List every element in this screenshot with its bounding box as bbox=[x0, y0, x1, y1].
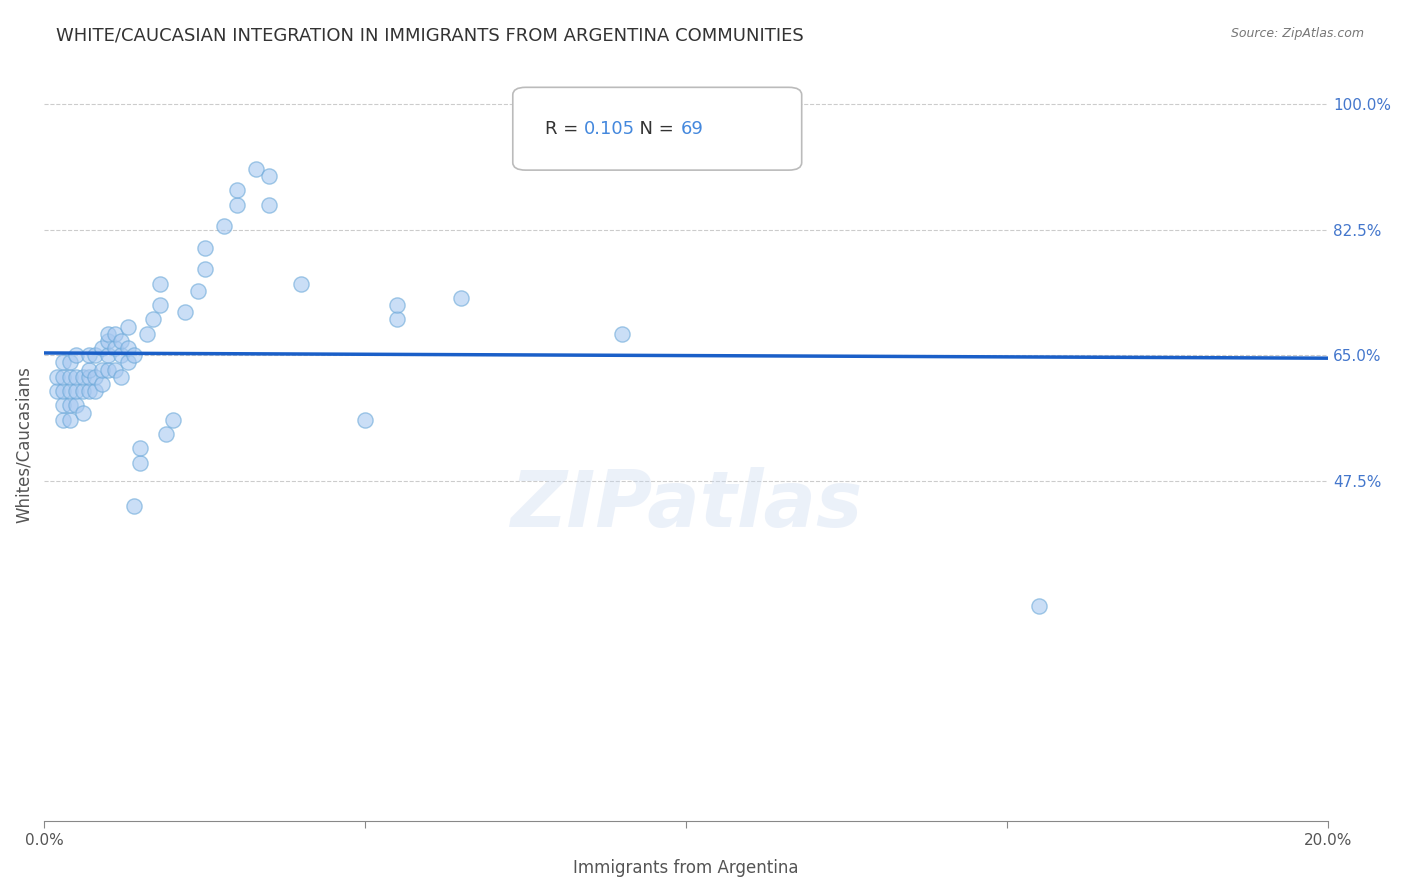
Point bbox=[77, 369, 100, 384]
Point bbox=[129, 456, 152, 470]
Point bbox=[245, 161, 267, 176]
Point bbox=[84, 369, 107, 384]
Point bbox=[65, 384, 87, 398]
Point bbox=[97, 326, 120, 341]
Point bbox=[142, 312, 165, 326]
Point bbox=[194, 241, 217, 255]
Point bbox=[135, 326, 157, 341]
Point bbox=[104, 341, 127, 355]
Point bbox=[174, 305, 197, 319]
Point bbox=[77, 384, 100, 398]
Point bbox=[46, 369, 69, 384]
Text: 69: 69 bbox=[681, 120, 704, 137]
Point bbox=[65, 369, 87, 384]
Point bbox=[149, 298, 172, 312]
Point bbox=[59, 355, 82, 369]
Y-axis label: Whites/Caucasians: Whites/Caucasians bbox=[15, 367, 32, 524]
Point bbox=[257, 197, 280, 211]
Point bbox=[194, 262, 217, 277]
Point bbox=[110, 369, 132, 384]
Point bbox=[149, 277, 172, 291]
Point bbox=[387, 312, 409, 326]
Point bbox=[155, 427, 177, 442]
Point bbox=[225, 197, 247, 211]
Point bbox=[610, 326, 633, 341]
Point bbox=[354, 413, 377, 427]
Point bbox=[72, 384, 94, 398]
Text: 0.105: 0.105 bbox=[583, 120, 634, 137]
Point bbox=[90, 341, 112, 355]
FancyBboxPatch shape bbox=[513, 87, 801, 170]
Point bbox=[122, 348, 145, 362]
Point bbox=[1028, 599, 1050, 613]
Point bbox=[104, 326, 127, 341]
Point bbox=[117, 319, 139, 334]
Point bbox=[90, 362, 112, 376]
Point bbox=[97, 348, 120, 362]
Point bbox=[52, 384, 75, 398]
Point bbox=[72, 369, 94, 384]
Text: ZIPatlas: ZIPatlas bbox=[510, 467, 862, 543]
Point bbox=[59, 413, 82, 427]
Point bbox=[450, 291, 472, 305]
X-axis label: Immigrants from Argentina: Immigrants from Argentina bbox=[574, 859, 799, 877]
Point bbox=[97, 362, 120, 376]
Point bbox=[84, 384, 107, 398]
Point bbox=[90, 376, 112, 391]
Point bbox=[290, 277, 312, 291]
Point bbox=[387, 298, 409, 312]
Text: N =: N = bbox=[628, 120, 681, 137]
Point bbox=[122, 499, 145, 513]
Point bbox=[59, 398, 82, 412]
Point bbox=[46, 384, 69, 398]
Point bbox=[97, 334, 120, 348]
Point bbox=[59, 384, 82, 398]
Point bbox=[110, 334, 132, 348]
Point bbox=[72, 405, 94, 419]
Point bbox=[77, 348, 100, 362]
Point bbox=[212, 219, 235, 234]
Point bbox=[84, 348, 107, 362]
Point bbox=[52, 413, 75, 427]
Point bbox=[162, 413, 184, 427]
Text: WHITE/CAUCASIAN INTEGRATION IN IMMIGRANTS FROM ARGENTINA COMMUNITIES: WHITE/CAUCASIAN INTEGRATION IN IMMIGRANT… bbox=[56, 27, 804, 45]
Point bbox=[65, 398, 87, 412]
Point bbox=[129, 442, 152, 456]
Point bbox=[117, 355, 139, 369]
Point bbox=[117, 341, 139, 355]
Point bbox=[225, 183, 247, 197]
Point bbox=[52, 369, 75, 384]
Point bbox=[110, 348, 132, 362]
Point bbox=[77, 362, 100, 376]
Point bbox=[59, 369, 82, 384]
Point bbox=[52, 355, 75, 369]
Point bbox=[104, 362, 127, 376]
Point bbox=[65, 348, 87, 362]
Point bbox=[257, 169, 280, 183]
Text: R =: R = bbox=[546, 120, 583, 137]
Point bbox=[187, 284, 209, 298]
Point bbox=[52, 398, 75, 412]
Text: Source: ZipAtlas.com: Source: ZipAtlas.com bbox=[1230, 27, 1364, 40]
